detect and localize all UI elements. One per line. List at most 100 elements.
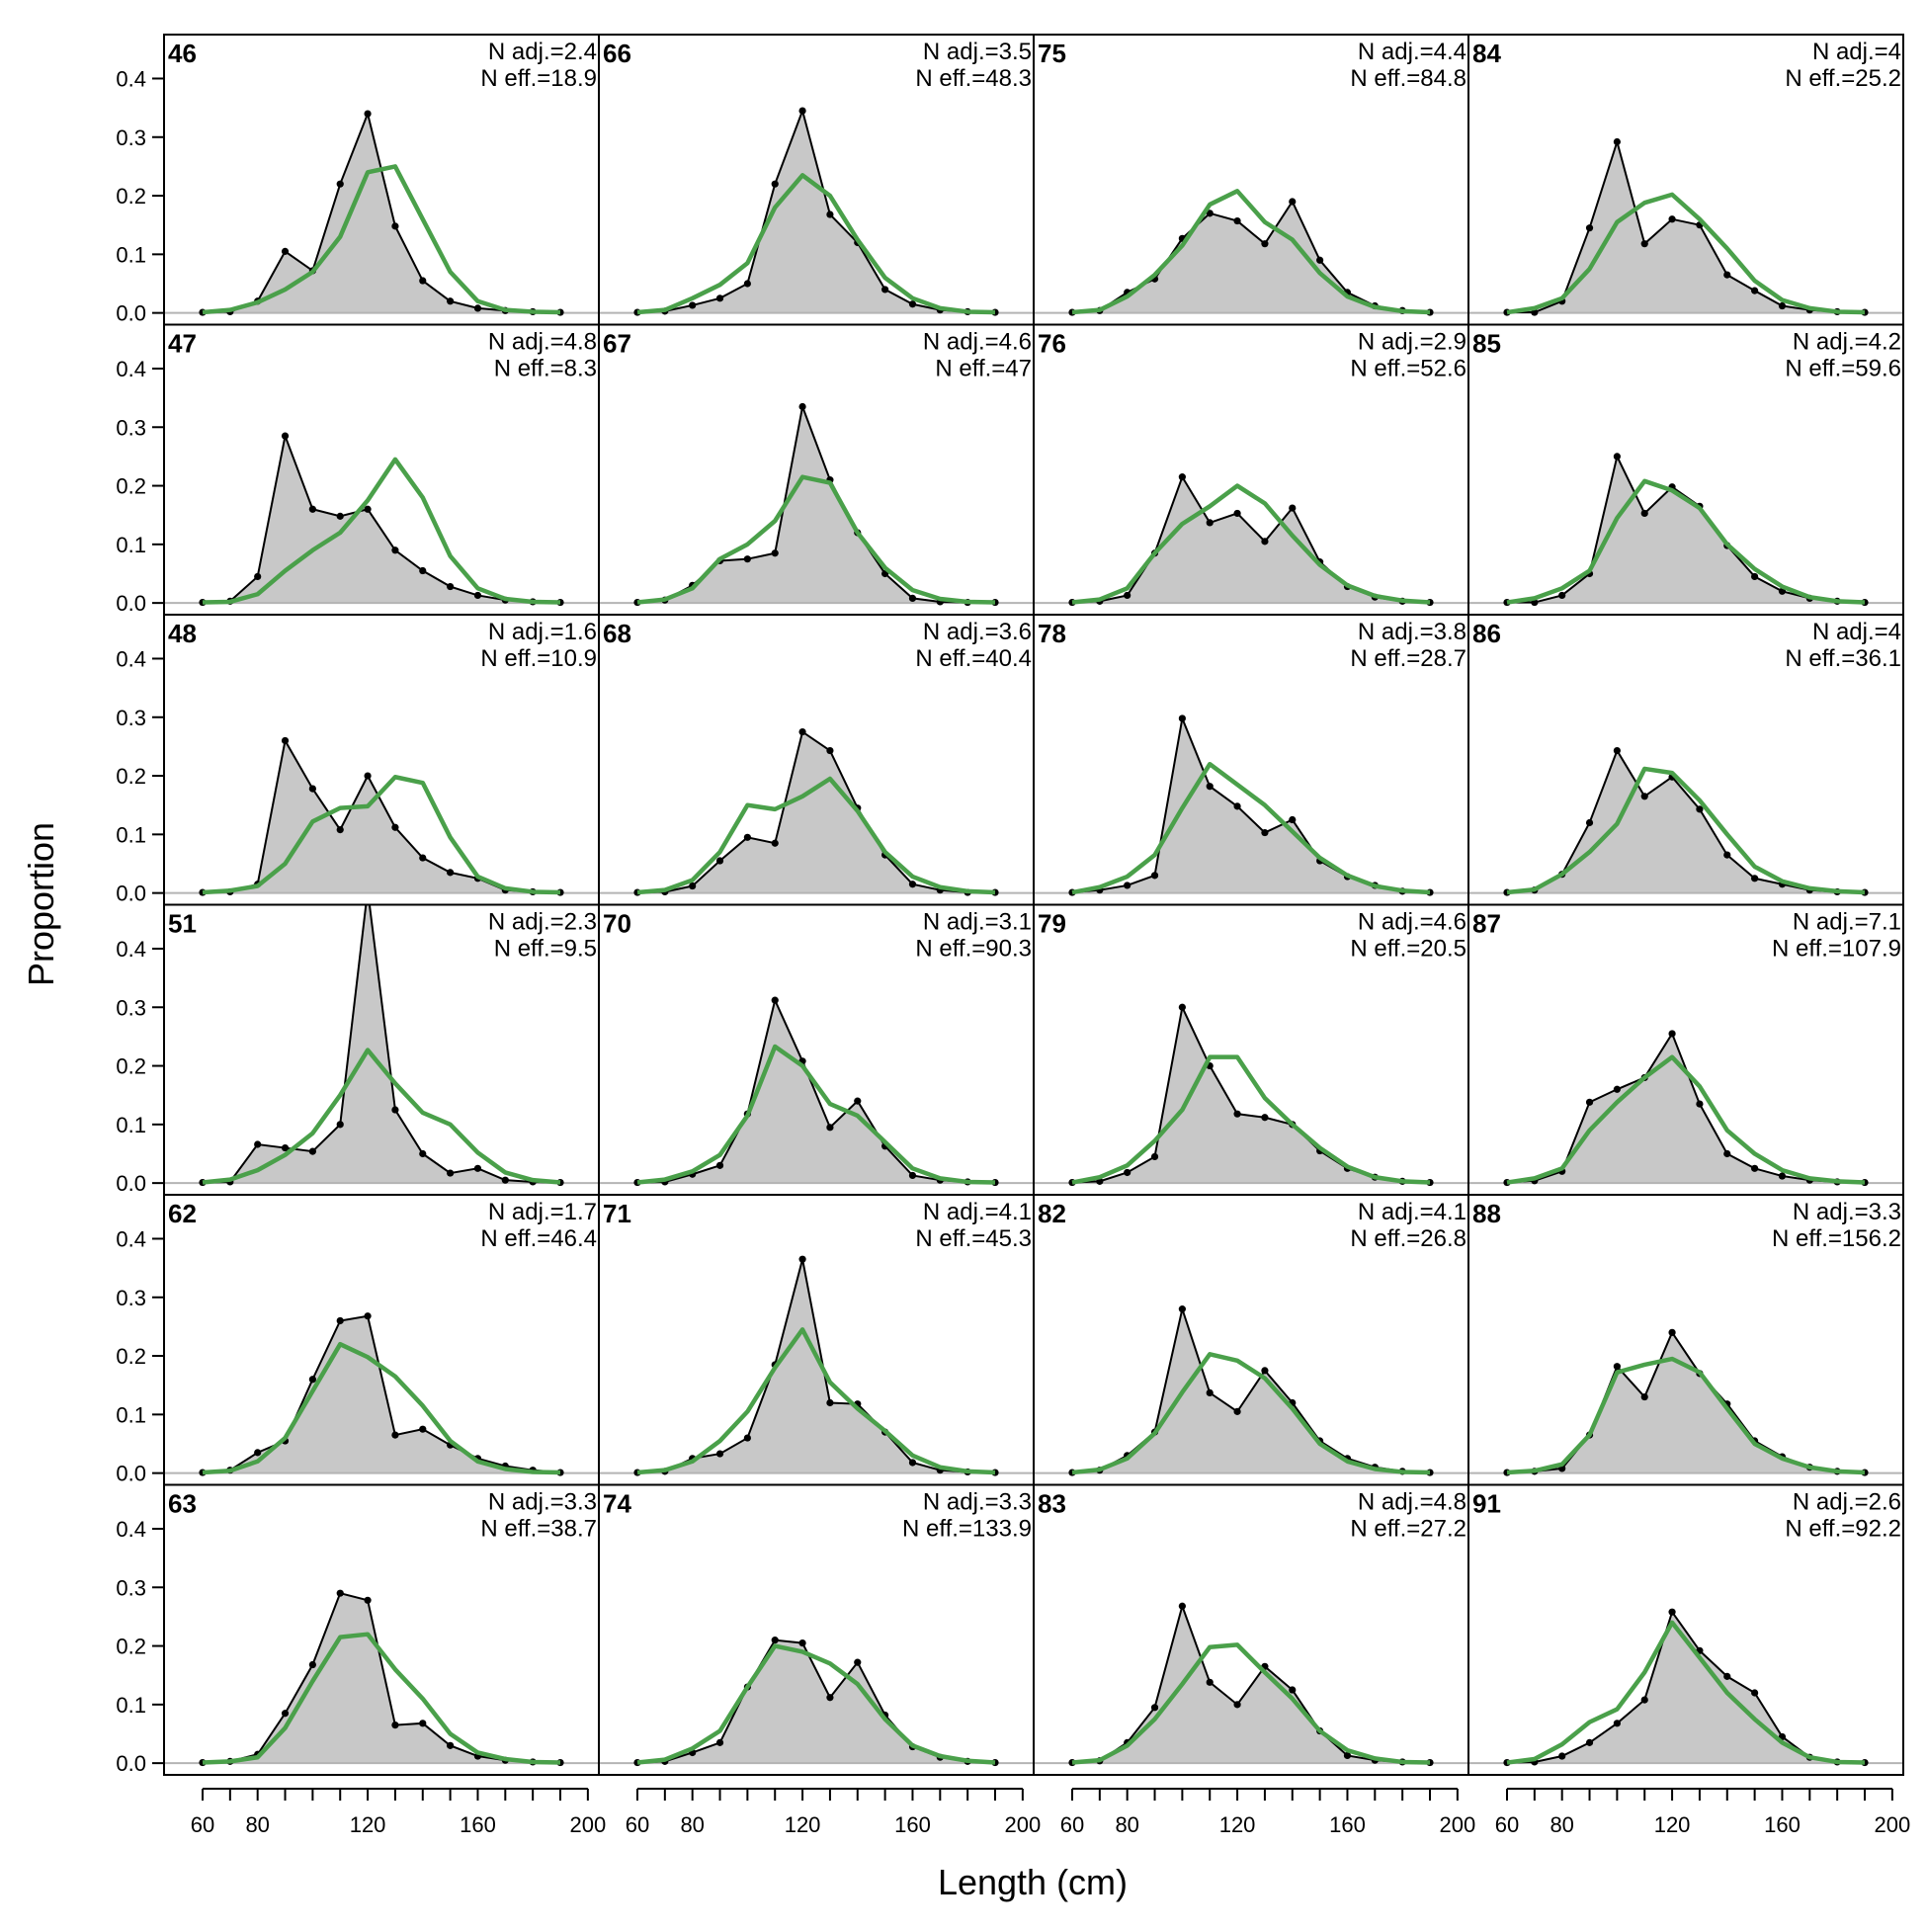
panel-48: 48 N adj.=1.6N eff.=10.9 [163,614,600,906]
observed-point [743,833,751,841]
observed-area [1071,717,1431,893]
y-tick-label: 0.1 [116,533,146,557]
observed-point [308,505,316,513]
panel-87: 87 N adj.=7.1N eff.=107.9 [1467,903,1904,1196]
expected-line [202,1632,561,1765]
expected-line [202,1048,561,1185]
observed-point [364,1312,372,1320]
y-tick-label: 0.2 [116,1054,146,1079]
observed-point [447,1169,455,1177]
observed-point [1206,519,1214,527]
panels-layer: 46 N adj.=2.4N eff.=18.947 N adj.=4.8N eff… [163,34,1904,1776]
panel-data [1468,746,1903,896]
expected-line [636,173,996,315]
observed-point [1233,802,1241,810]
y-tick-label: 0.1 [116,1113,146,1137]
observed-point [1640,240,1648,248]
observed-area [202,1593,561,1764]
observed-point [281,247,290,255]
observed-point [1206,1388,1214,1397]
x-tick-label: 80 [680,1812,704,1837]
observed-point [771,180,779,188]
y-tick-label: 0.3 [116,126,146,150]
expected-line [1071,761,1431,895]
observed-point [1289,1686,1297,1694]
n-eff-label: N eff.=26.8 [1350,1225,1466,1252]
observed-point [1150,1152,1159,1161]
n-adj-label: N adj.=3.3 [1793,1199,1901,1225]
observed-point [1316,256,1324,264]
observed-point [391,546,399,554]
observed-point [391,823,399,831]
n-adj-label: N adj.=4.1 [923,1199,1032,1225]
x-tick-label: 60 [626,1812,649,1837]
observed-point [826,1398,834,1407]
observed-point [1751,1689,1759,1697]
observed-point [336,180,344,188]
observed-point [743,280,751,288]
observed-point [1289,504,1297,512]
observed-point [1668,1030,1676,1038]
observed-point [1613,453,1621,461]
n-adj-label: N adj.=2.3 [488,909,597,936]
n-eff-label: N eff.=9.5 [494,936,597,963]
panel-data [1034,1602,1468,1767]
observed-area [1071,476,1431,604]
observed-point [1778,301,1787,310]
observed-point [1261,828,1269,837]
x-tick-label: 200 [570,1812,607,1837]
observed-point [689,301,697,309]
panel-data [164,1312,599,1476]
n-adj-label: N adj.=3.3 [488,1489,597,1516]
panel-data [1468,1328,1903,1476]
observed-point [908,594,917,602]
panel-data [599,402,1034,607]
observed-point [1585,1738,1594,1746]
observed-point [743,1434,751,1442]
y-tick-label: 0.1 [116,822,146,847]
observed-point [826,210,834,218]
observed-point [308,1660,316,1669]
observed-line [636,729,996,894]
y-tick-label: 0.3 [116,415,146,440]
panel-data [599,996,1034,1187]
x-tick-label: 160 [1329,1812,1366,1837]
panel-86: 86 N adj.=4N eff.=36.1 [1467,614,1904,906]
observed-point [743,555,751,563]
x-tick-label: 80 [1550,1812,1573,1837]
y-tick-label: 0.0 [116,1751,146,1776]
observed-point [281,1143,290,1152]
panel-data [164,432,599,607]
observed-point [447,582,455,591]
n-adj-label: N adj.=3.1 [923,909,1032,936]
observed-point [826,746,834,755]
panel-47: 47 N adj.=4.8N eff.=8.3 [163,323,600,616]
y-tick-label: 0.1 [116,1693,146,1718]
expected-line [636,474,996,605]
observed-point [1558,1752,1566,1760]
n-eff-label: N eff.=18.9 [480,65,597,92]
observed-point [1668,1328,1676,1336]
observed-point [391,222,399,230]
observed-point [1289,198,1297,206]
observed-line [1071,1602,1431,1764]
observed-point [1261,538,1269,546]
observed-area [636,731,996,893]
observed-point [447,869,455,877]
panel-91: 91 N adj.=2.6N eff.=92.2 [1467,1483,1904,1776]
n-eff-label: N eff.=48.3 [915,65,1032,92]
observed-point [1696,1100,1704,1108]
observed-point [826,1694,834,1702]
observed-point [1178,1305,1186,1313]
observed-point [1723,271,1731,279]
observed-point [1289,815,1297,824]
observed-point [1696,805,1704,813]
panel-id-label: 48 [168,619,197,648]
observed-point [336,826,344,834]
observed-point [1261,1114,1269,1122]
x-tick-label: 60 [1060,1812,1084,1837]
panel-data [599,727,1034,896]
panel-data [164,736,599,896]
observed-area [636,1259,996,1473]
